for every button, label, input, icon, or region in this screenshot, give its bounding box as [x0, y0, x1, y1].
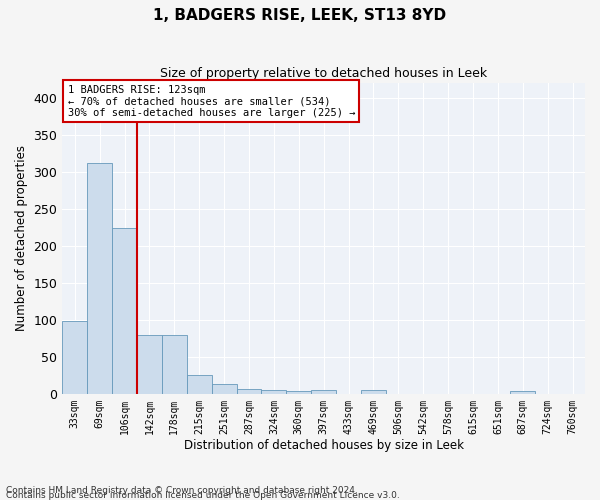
- X-axis label: Distribution of detached houses by size in Leek: Distribution of detached houses by size …: [184, 440, 464, 452]
- Text: Contains HM Land Registry data © Crown copyright and database right 2024.: Contains HM Land Registry data © Crown c…: [6, 486, 358, 495]
- Y-axis label: Number of detached properties: Number of detached properties: [15, 146, 28, 332]
- Text: 1 BADGERS RISE: 123sqm
← 70% of detached houses are smaller (534)
30% of semi-de: 1 BADGERS RISE: 123sqm ← 70% of detached…: [68, 84, 355, 118]
- Bar: [236, 390, 262, 394]
- Bar: [511, 391, 535, 394]
- Text: 1, BADGERS RISE, LEEK, ST13 8YD: 1, BADGERS RISE, LEEK, ST13 8YD: [154, 8, 446, 22]
- Text: Contains public sector information licensed under the Open Government Licence v3: Contains public sector information licen…: [6, 490, 400, 500]
- Bar: [262, 390, 286, 394]
- Bar: [286, 391, 311, 394]
- Bar: [361, 390, 386, 394]
- Bar: [187, 374, 212, 394]
- Bar: [162, 334, 187, 394]
- Bar: [311, 390, 336, 394]
- Title: Size of property relative to detached houses in Leek: Size of property relative to detached ho…: [160, 68, 487, 80]
- Bar: [87, 163, 112, 394]
- Bar: [62, 322, 87, 394]
- Bar: [112, 228, 137, 394]
- Bar: [137, 334, 162, 394]
- Bar: [212, 384, 236, 394]
